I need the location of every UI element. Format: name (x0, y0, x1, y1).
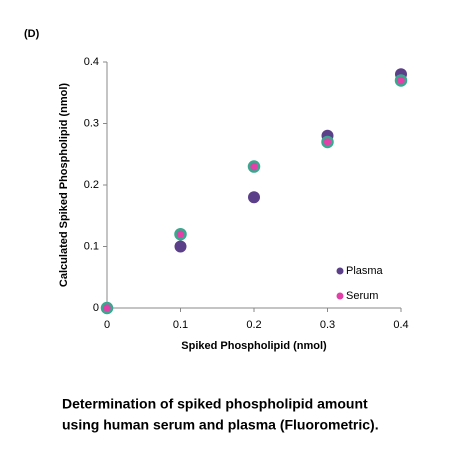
point (247, 160, 261, 173)
y-tick-label: 0.4 (84, 56, 99, 68)
legend-label: Serum (346, 290, 378, 302)
y-axis-label: Calculated Spiked Phospholipid (nmol) (58, 83, 70, 287)
x-tick-label: 0.4 (393, 319, 408, 331)
y-tick-label: 0.3 (84, 117, 99, 129)
point (174, 227, 187, 241)
y-tick-label: 0.1 (84, 240, 99, 252)
y-tick-label: 0 (93, 302, 99, 314)
legend-marker (336, 292, 344, 300)
point (174, 240, 187, 253)
point (100, 301, 114, 315)
x-axis-label: Spiked Phospholipid (nmol) (181, 340, 327, 352)
legend-label: Plasma (346, 265, 384, 277)
legend-marker (336, 267, 344, 275)
point (248, 191, 260, 204)
x-tick-label: 0.3 (320, 319, 335, 331)
point (394, 74, 408, 87)
x-tick-label: 0 (104, 319, 110, 331)
caption-line: Determination of spiked phospholipid amo… (62, 396, 368, 412)
panel-label: (D) (24, 28, 40, 40)
caption-line: using human serum and plasma (Fluorometr… (62, 417, 379, 433)
y-tick-label: 0.2 (84, 179, 99, 191)
x-tick-label: 0.1 (173, 319, 188, 331)
point (321, 135, 334, 149)
x-tick-label: 0.2 (246, 319, 261, 331)
